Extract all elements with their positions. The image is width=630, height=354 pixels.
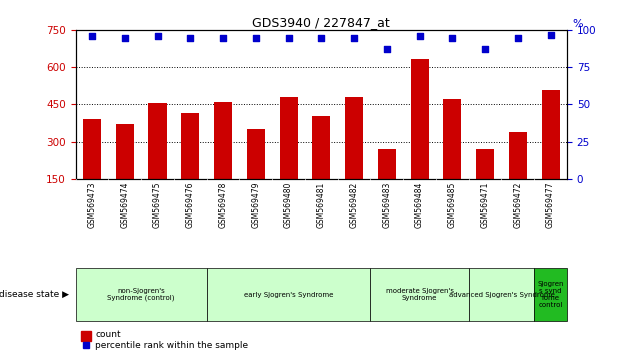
Point: [284, 35, 294, 40]
Point: [152, 33, 163, 39]
Bar: [214, 102, 232, 216]
Bar: [444, 99, 461, 216]
Text: non-Sjogren's
Syndrome (control): non-Sjogren's Syndrome (control): [107, 288, 175, 302]
Bar: [345, 97, 363, 216]
Point: [415, 33, 425, 39]
Bar: [411, 58, 428, 216]
FancyBboxPatch shape: [469, 268, 534, 321]
Point: [251, 35, 261, 40]
Bar: [509, 132, 527, 216]
Point: [513, 35, 523, 40]
Point: [382, 47, 392, 52]
Text: GSM569479: GSM569479: [251, 181, 260, 228]
Text: GSM569476: GSM569476: [186, 181, 195, 228]
Text: %: %: [572, 19, 583, 29]
Text: GSM569473: GSM569473: [88, 181, 96, 228]
Text: GSM569485: GSM569485: [448, 181, 457, 228]
Text: count: count: [95, 330, 121, 339]
Text: Sjogren
s synd
rome
control: Sjogren s synd rome control: [537, 281, 564, 308]
Text: GSM569484: GSM569484: [415, 181, 424, 228]
Text: disease state ▶: disease state ▶: [0, 290, 69, 299]
Bar: [247, 129, 265, 216]
Bar: [149, 103, 166, 216]
Point: [218, 35, 228, 40]
Point: [546, 32, 556, 38]
Bar: [116, 124, 134, 216]
Point: [316, 35, 326, 40]
Bar: [181, 113, 199, 216]
FancyBboxPatch shape: [534, 268, 567, 321]
Text: advanced Sjogren's Syndrome: advanced Sjogren's Syndrome: [449, 292, 554, 298]
Bar: [280, 97, 297, 216]
Text: moderate Sjogren's
Syndrome: moderate Sjogren's Syndrome: [386, 288, 454, 301]
FancyBboxPatch shape: [76, 268, 207, 321]
Text: GSM569480: GSM569480: [284, 181, 293, 228]
Text: GSM569481: GSM569481: [317, 181, 326, 228]
Point: [349, 35, 359, 40]
Bar: [476, 149, 494, 216]
Bar: [312, 115, 330, 216]
Text: GSM569471: GSM569471: [481, 181, 490, 228]
Point: [480, 47, 490, 52]
Text: GSM569483: GSM569483: [382, 181, 391, 228]
Text: GSM569477: GSM569477: [546, 181, 555, 228]
Point: [447, 35, 457, 40]
Text: GSM569475: GSM569475: [153, 181, 162, 228]
Title: GDS3940 / 227847_at: GDS3940 / 227847_at: [253, 16, 390, 29]
Text: GSM569474: GSM569474: [120, 181, 129, 228]
Point: [87, 33, 97, 39]
FancyBboxPatch shape: [207, 268, 370, 321]
Text: GSM569482: GSM569482: [350, 181, 358, 228]
Point: [185, 35, 195, 40]
Text: percentile rank within the sample: percentile rank within the sample: [95, 341, 248, 350]
Point: [120, 35, 130, 40]
Bar: [81, 331, 91, 341]
Text: GSM569478: GSM569478: [219, 181, 227, 228]
Text: early Sjogren's Syndrome: early Sjogren's Syndrome: [244, 292, 333, 298]
Bar: [83, 119, 101, 216]
Bar: [378, 149, 396, 216]
Text: GSM569472: GSM569472: [513, 181, 522, 228]
Bar: [542, 90, 559, 216]
FancyBboxPatch shape: [370, 268, 469, 321]
